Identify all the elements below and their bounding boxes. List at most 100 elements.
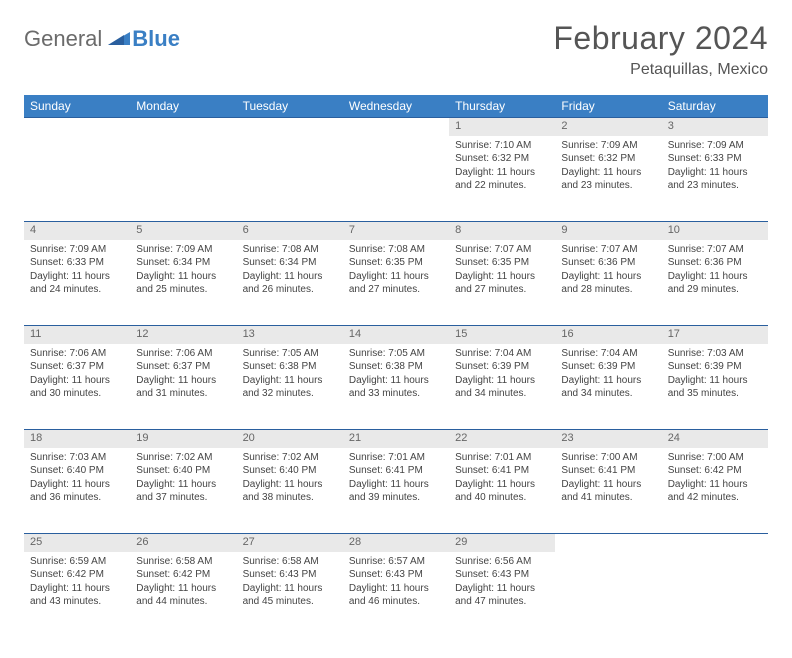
day-cell: Sunrise: 6:58 AMSunset: 6:42 PMDaylight:…: [130, 552, 236, 638]
day-cell: Sunrise: 7:01 AMSunset: 6:41 PMDaylight:…: [449, 448, 555, 534]
day-detail-line: and 23 minutes.: [561, 179, 655, 193]
day-cell: Sunrise: 7:02 AMSunset: 6:40 PMDaylight:…: [237, 448, 343, 534]
day-detail-line: Sunset: 6:34 PM: [136, 256, 230, 270]
empty-day-number: [237, 118, 343, 136]
day-number: 1: [449, 118, 555, 136]
logo-triangle-icon: [108, 29, 130, 50]
day-detail-line: Sunset: 6:34 PM: [243, 256, 337, 270]
day-number: 22: [449, 430, 555, 448]
empty-day-number: [555, 534, 661, 552]
day-detail-line: Sunrise: 7:09 AM: [561, 139, 655, 153]
day-detail-line: Daylight: 11 hours: [561, 478, 655, 492]
day-detail-line: and 31 minutes.: [136, 387, 230, 401]
day-detail-line: Sunrise: 6:58 AM: [243, 555, 337, 569]
day-detail-line: and 25 minutes.: [136, 283, 230, 297]
day-detail-line: Sunrise: 7:04 AM: [455, 347, 549, 361]
day-detail-line: Sunset: 6:38 PM: [349, 360, 443, 374]
day-cell: Sunrise: 7:04 AMSunset: 6:39 PMDaylight:…: [449, 344, 555, 430]
day-detail-line: and 39 minutes.: [349, 491, 443, 505]
calendar-page: General Blue February 2024 Petaquillas, …: [0, 0, 792, 658]
weekday-header: Wednesday: [343, 95, 449, 118]
day-number: 10: [662, 222, 768, 240]
day-number: 7: [343, 222, 449, 240]
day-detail-line: Daylight: 11 hours: [30, 374, 124, 388]
day-number: 11: [24, 326, 130, 344]
day-detail-line: Sunset: 6:40 PM: [136, 464, 230, 478]
day-detail-line: Daylight: 11 hours: [455, 478, 549, 492]
day-detail-line: Daylight: 11 hours: [30, 582, 124, 596]
empty-day-number: [24, 118, 130, 136]
day-detail-line: and 37 minutes.: [136, 491, 230, 505]
day-detail-line: Sunrise: 7:10 AM: [455, 139, 549, 153]
day-content-row: Sunrise: 7:09 AMSunset: 6:33 PMDaylight:…: [24, 240, 768, 326]
empty-day-cell: [130, 136, 236, 222]
day-detail-line: and 22 minutes.: [455, 179, 549, 193]
day-detail-line: Sunset: 6:35 PM: [455, 256, 549, 270]
day-detail-line: and 29 minutes.: [668, 283, 762, 297]
day-detail-line: Sunset: 6:41 PM: [455, 464, 549, 478]
calendar-header-row: SundayMondayTuesdayWednesdayThursdayFrid…: [24, 95, 768, 118]
day-number: 17: [662, 326, 768, 344]
day-number: 4: [24, 222, 130, 240]
empty-day-cell: [555, 552, 661, 638]
day-number-row: 11121314151617: [24, 326, 768, 344]
day-detail-line: Sunrise: 6:56 AM: [455, 555, 549, 569]
day-detail-line: and 36 minutes.: [30, 491, 124, 505]
day-number: 12: [130, 326, 236, 344]
day-number: 27: [237, 534, 343, 552]
empty-day-number: [130, 118, 236, 136]
day-detail-line: and 35 minutes.: [668, 387, 762, 401]
day-detail-line: Daylight: 11 hours: [668, 374, 762, 388]
day-cell: Sunrise: 7:09 AMSunset: 6:34 PMDaylight:…: [130, 240, 236, 326]
day-cell: Sunrise: 7:01 AMSunset: 6:41 PMDaylight:…: [343, 448, 449, 534]
day-detail-line: Sunset: 6:42 PM: [136, 568, 230, 582]
day-detail-line: and 43 minutes.: [30, 595, 124, 609]
day-number: 14: [343, 326, 449, 344]
day-cell: Sunrise: 7:03 AMSunset: 6:39 PMDaylight:…: [662, 344, 768, 430]
day-detail-line: Daylight: 11 hours: [668, 478, 762, 492]
day-content-row: Sunrise: 7:03 AMSunset: 6:40 PMDaylight:…: [24, 448, 768, 534]
empty-day-number: [343, 118, 449, 136]
logo-text-blue: Blue: [132, 26, 180, 52]
day-detail-line: Daylight: 11 hours: [30, 270, 124, 284]
day-detail-line: and 41 minutes.: [561, 491, 655, 505]
empty-day-cell: [237, 136, 343, 222]
day-detail-line: Sunrise: 7:02 AM: [243, 451, 337, 465]
day-cell: Sunrise: 7:06 AMSunset: 6:37 PMDaylight:…: [130, 344, 236, 430]
day-detail-line: Sunrise: 7:03 AM: [30, 451, 124, 465]
day-detail-line: Daylight: 11 hours: [349, 478, 443, 492]
day-detail-line: and 46 minutes.: [349, 595, 443, 609]
day-detail-line: Daylight: 11 hours: [136, 478, 230, 492]
day-number-row: 45678910: [24, 222, 768, 240]
day-detail-line: Sunrise: 7:00 AM: [561, 451, 655, 465]
day-detail-line: Sunrise: 7:01 AM: [455, 451, 549, 465]
day-number: 20: [237, 430, 343, 448]
day-detail-line: Daylight: 11 hours: [136, 270, 230, 284]
day-number: 19: [130, 430, 236, 448]
weekday-header: Thursday: [449, 95, 555, 118]
day-detail-line: Sunset: 6:43 PM: [455, 568, 549, 582]
day-detail-line: Daylight: 11 hours: [455, 270, 549, 284]
day-detail-line: Sunset: 6:36 PM: [561, 256, 655, 270]
day-detail-line: Sunset: 6:41 PM: [349, 464, 443, 478]
weekday-header: Friday: [555, 95, 661, 118]
day-detail-line: and 23 minutes.: [668, 179, 762, 193]
calendar-table: SundayMondayTuesdayWednesdayThursdayFrid…: [24, 95, 768, 638]
day-detail-line: Sunset: 6:36 PM: [668, 256, 762, 270]
day-detail-line: Sunrise: 6:57 AM: [349, 555, 443, 569]
day-cell: Sunrise: 7:07 AMSunset: 6:36 PMDaylight:…: [555, 240, 661, 326]
day-number: 23: [555, 430, 661, 448]
day-number: 18: [24, 430, 130, 448]
day-detail-line: Sunset: 6:37 PM: [30, 360, 124, 374]
day-detail-line: and 28 minutes.: [561, 283, 655, 297]
title-block: February 2024 Petaquillas, Mexico: [553, 20, 768, 79]
day-detail-line: Sunset: 6:40 PM: [30, 464, 124, 478]
day-number: 13: [237, 326, 343, 344]
day-detail-line: Sunrise: 7:07 AM: [668, 243, 762, 257]
day-detail-line: Daylight: 11 hours: [136, 374, 230, 388]
day-detail-line: and 24 minutes.: [30, 283, 124, 297]
day-detail-line: Daylight: 11 hours: [30, 478, 124, 492]
day-detail-line: Sunrise: 7:07 AM: [561, 243, 655, 257]
day-cell: Sunrise: 7:06 AMSunset: 6:37 PMDaylight:…: [24, 344, 130, 430]
location: Petaquillas, Mexico: [553, 61, 768, 79]
